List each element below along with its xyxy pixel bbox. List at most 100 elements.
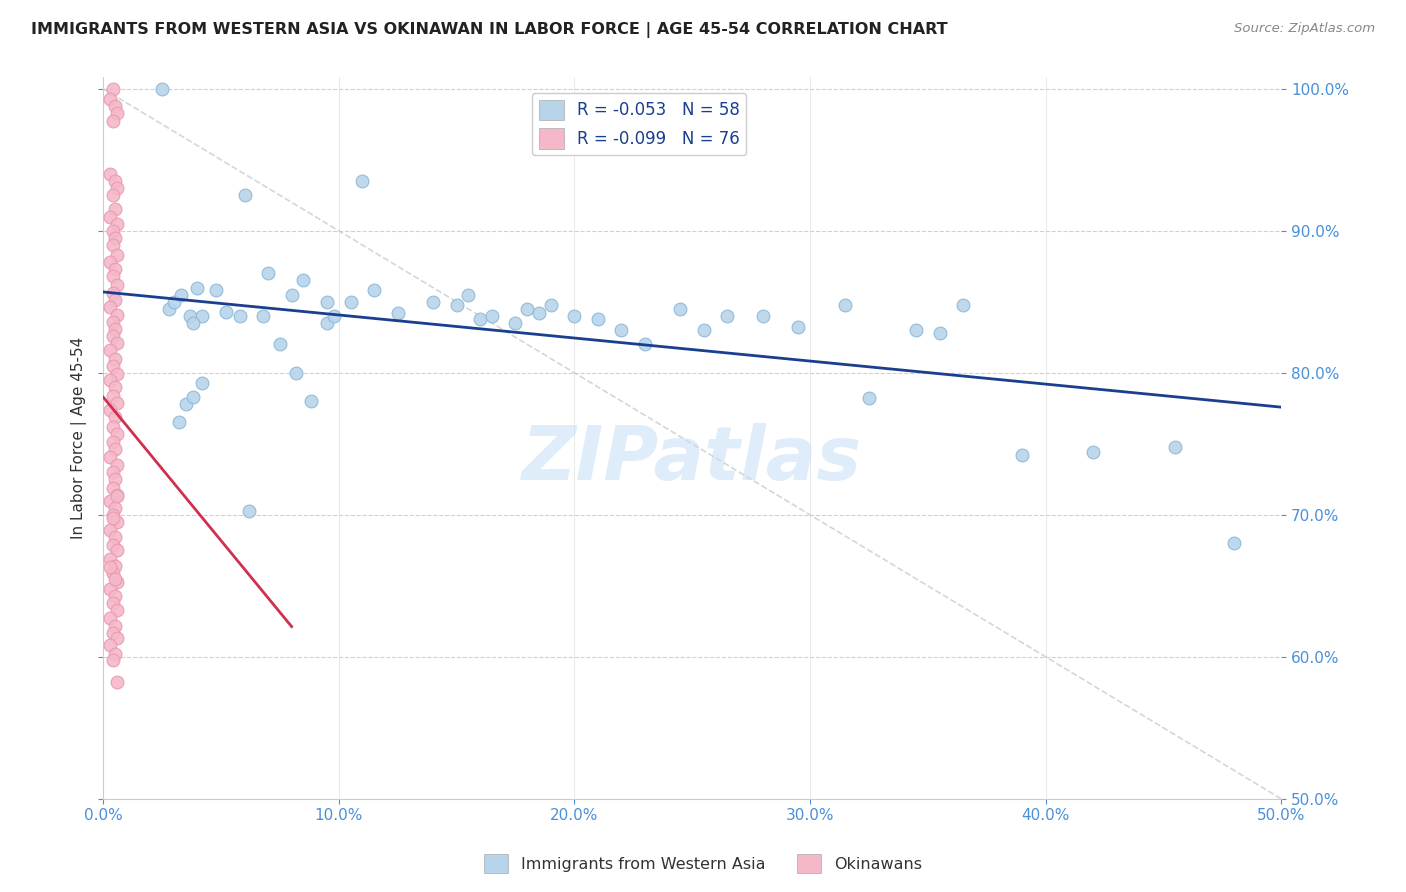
Point	[101, 435, 124, 450]
Point	[215, 304, 238, 318]
Point	[457, 287, 479, 301]
Point	[98, 450, 121, 464]
Point	[104, 174, 127, 188]
Point	[105, 308, 128, 322]
Point	[98, 524, 121, 538]
Point	[104, 262, 127, 277]
Point	[101, 238, 124, 252]
Point	[387, 306, 409, 320]
Point	[540, 298, 562, 312]
Point	[191, 376, 214, 390]
Point	[787, 320, 810, 334]
Point	[163, 294, 186, 309]
Point	[101, 315, 124, 329]
Point	[1081, 445, 1104, 459]
Point	[105, 248, 128, 262]
Point	[101, 538, 124, 552]
Text: ZIPatlas: ZIPatlas	[522, 423, 862, 496]
Point	[363, 284, 385, 298]
Point	[516, 301, 538, 316]
Point	[179, 309, 201, 323]
Point	[157, 301, 180, 316]
Point	[105, 277, 128, 292]
Point	[904, 323, 927, 337]
Point	[446, 298, 468, 312]
Point	[105, 488, 128, 502]
Point	[167, 416, 190, 430]
Point	[101, 652, 124, 666]
Point	[105, 181, 128, 195]
Point	[1164, 440, 1187, 454]
Point	[858, 392, 880, 406]
Point	[316, 294, 339, 309]
Point	[693, 323, 716, 337]
Point	[174, 397, 197, 411]
Point	[98, 639, 121, 653]
Point	[634, 337, 657, 351]
Point	[98, 493, 121, 508]
Point	[229, 309, 252, 323]
Point	[101, 82, 124, 96]
Point	[1011, 448, 1033, 462]
Point	[150, 82, 173, 96]
Point	[104, 442, 127, 457]
Point	[468, 311, 491, 326]
Point	[238, 503, 260, 517]
Point	[352, 174, 374, 188]
Point	[339, 294, 361, 309]
Point	[105, 543, 128, 558]
Point	[285, 366, 308, 380]
Point	[101, 224, 124, 238]
Point	[98, 551, 121, 566]
Point	[98, 402, 121, 417]
Point	[98, 301, 121, 315]
Point	[527, 306, 550, 320]
Point	[586, 311, 609, 326]
Point	[104, 572, 127, 586]
Point	[104, 472, 127, 486]
Point	[101, 508, 124, 522]
Point	[101, 625, 124, 640]
Point	[101, 188, 124, 202]
Point	[105, 106, 128, 120]
Point	[505, 316, 527, 330]
Point	[101, 465, 124, 479]
Point	[101, 286, 124, 301]
Point	[104, 531, 127, 545]
Point	[323, 309, 346, 323]
Point	[481, 309, 503, 323]
Point	[105, 515, 128, 529]
Text: IMMIGRANTS FROM WESTERN ASIA VS OKINAWAN IN LABOR FORCE | AGE 45-54 CORRELATION : IMMIGRANTS FROM WESTERN ASIA VS OKINAWAN…	[31, 22, 948, 38]
Point	[170, 287, 193, 301]
Point	[105, 675, 128, 690]
Point	[101, 329, 124, 343]
Point	[101, 359, 124, 373]
Point	[186, 280, 208, 294]
Point	[928, 326, 950, 340]
Point	[257, 266, 280, 280]
Point	[104, 293, 127, 308]
Legend: R = -0.053   N = 58, R = -0.099   N = 76: R = -0.053 N = 58, R = -0.099 N = 76	[531, 93, 747, 155]
Point	[105, 368, 128, 382]
Point	[105, 395, 128, 409]
Point	[104, 647, 127, 661]
Point	[98, 210, 121, 224]
Point	[299, 394, 322, 409]
Point	[105, 217, 128, 231]
Y-axis label: In Labor Force | Age 45-54: In Labor Force | Age 45-54	[72, 337, 87, 540]
Point	[101, 114, 124, 128]
Point	[98, 373, 121, 387]
Point	[104, 558, 127, 573]
Point	[316, 316, 339, 330]
Point	[104, 380, 127, 394]
Point	[191, 309, 214, 323]
Point	[98, 582, 121, 596]
Point	[101, 566, 124, 580]
Point	[564, 309, 586, 323]
Point	[181, 390, 204, 404]
Point	[105, 603, 128, 617]
Text: Source: ZipAtlas.com: Source: ZipAtlas.com	[1234, 22, 1375, 36]
Point	[101, 510, 124, 524]
Point	[233, 188, 256, 202]
Point	[105, 632, 128, 646]
